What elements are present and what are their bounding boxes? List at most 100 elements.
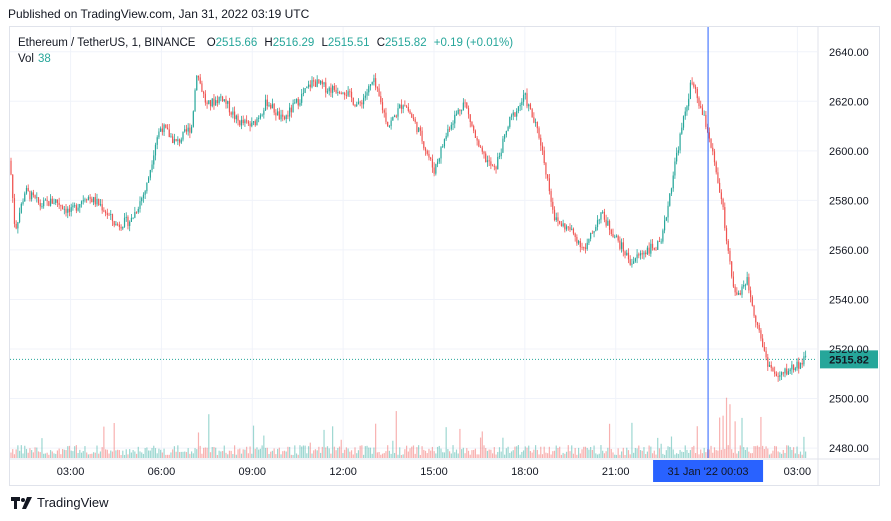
- candle-body: [347, 91, 349, 96]
- volume-bar: [784, 452, 786, 458]
- volume-bar: [51, 451, 53, 458]
- volume-bar: [428, 448, 430, 458]
- candle-body: [521, 101, 523, 106]
- candle-body: [779, 375, 781, 377]
- volume-bar: [354, 447, 356, 458]
- candle-body: [141, 198, 143, 202]
- volume-bar: [720, 449, 722, 458]
- candle-body: [486, 160, 489, 163]
- candle-body: [10, 160, 12, 175]
- volume-bar: [479, 437, 482, 458]
- volume-bar: [466, 448, 468, 458]
- candle-body: [696, 89, 698, 99]
- candle-body: [196, 75, 198, 91]
- candle-body: [213, 98, 215, 106]
- volume-bar: [590, 446, 592, 458]
- candle-body: [626, 252, 628, 256]
- volume-bar: [19, 450, 21, 458]
- volume-bar: [392, 440, 394, 458]
- price-tick-label: 2500.00: [829, 394, 869, 406]
- volume-bar: [612, 452, 614, 458]
- legend-symbol[interactable]: Ethereum / TetherUS, 1, BINANCE: [18, 37, 196, 49]
- volume-bar: [118, 450, 120, 458]
- volume-bar: [344, 449, 346, 458]
- candle-body: [541, 145, 544, 151]
- volume-bar: [650, 446, 652, 458]
- candle-body: [135, 212, 138, 213]
- volume-bar: [127, 454, 129, 458]
- candle-body: [230, 112, 232, 115]
- volume-bar: [607, 447, 609, 458]
- candle-body: [123, 217, 126, 227]
- candle-body: [603, 211, 605, 220]
- volume-bar: [751, 453, 753, 458]
- candle-body: [598, 219, 600, 221]
- volume-bar: [571, 445, 573, 458]
- candle-body: [423, 141, 425, 149]
- volume-bar: [247, 453, 249, 458]
- volume-bar: [667, 446, 669, 458]
- candle-body: [772, 367, 774, 372]
- volume-bar: [316, 450, 318, 458]
- volume-bar: [528, 445, 530, 458]
- candle-body: [390, 120, 392, 127]
- candle-body: [153, 155, 155, 165]
- volume-bar: [722, 415, 724, 458]
- volume-bar: [629, 454, 631, 458]
- volume-bar: [307, 446, 310, 458]
- volume-bar: [213, 446, 215, 458]
- candle-body: [758, 325, 760, 331]
- volume-bar: [636, 448, 638, 458]
- volume-bar: [555, 445, 557, 458]
- volume-bar: [786, 445, 788, 458]
- volume-bar: [135, 453, 138, 458]
- candle-body: [373, 78, 375, 83]
- candle-body: [548, 178, 550, 192]
- volume-bar: [694, 453, 697, 458]
- volume-bar: [232, 454, 234, 458]
- volume-bar: [519, 454, 521, 458]
- volume-bar: [12, 449, 14, 458]
- candle-body: [547, 174, 549, 179]
- candle-body: [75, 205, 77, 211]
- candle-body: [445, 135, 447, 140]
- candle-body: [588, 238, 590, 243]
- volume-bar: [560, 454, 562, 458]
- candle-body: [361, 102, 363, 105]
- volume-bar: [684, 445, 686, 458]
- candle-body: [283, 116, 286, 120]
- candle-body: [509, 116, 511, 127]
- candle-body: [307, 84, 310, 87]
- volume-bar: [125, 449, 127, 458]
- legend-high-label: H: [264, 37, 273, 49]
- volume-bar: [682, 452, 685, 458]
- tradingview-footer[interactable]: TradingView: [11, 495, 109, 510]
- volume-bar: [273, 448, 275, 458]
- volume-bar: [244, 449, 246, 458]
- candle-body: [187, 127, 189, 132]
- candle-body: [755, 315, 757, 323]
- volume-bar: [524, 446, 526, 458]
- candle-body: [693, 83, 695, 87]
- candle-body: [715, 162, 717, 173]
- volume-bar: [598, 453, 600, 458]
- candle-body: [562, 223, 564, 227]
- volume-bar: [679, 449, 681, 458]
- candle-body: [79, 204, 81, 208]
- volume-bar: [416, 447, 418, 458]
- volume-bar: [146, 447, 148, 458]
- volume-bar: [209, 452, 212, 458]
- volume-bar: [326, 446, 329, 458]
- candle-body: [170, 136, 172, 138]
- candle-body: [27, 187, 29, 191]
- candle-body: [450, 124, 452, 130]
- volume-bar: [438, 445, 440, 458]
- candle-body: [414, 119, 416, 122]
- candle-body: [251, 122, 253, 127]
- candle-body: [399, 104, 401, 109]
- candle-body: [34, 195, 36, 198]
- volume-bar: [68, 445, 71, 458]
- candle-body: [161, 128, 163, 133]
- volume-bar: [548, 446, 550, 458]
